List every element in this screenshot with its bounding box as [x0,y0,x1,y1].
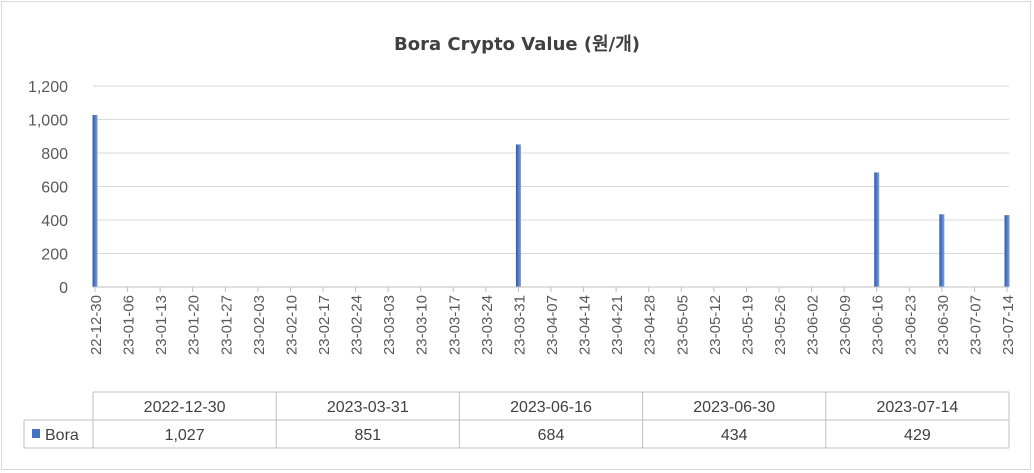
x-tick-label: 23-02-10 [283,295,300,355]
table-header-cell: 2023-07-14 [876,399,958,416]
x-tick-label: 23-01-27 [218,295,235,355]
x-tick-label: 23-03-24 [479,295,496,355]
x-tick-label: 23-02-17 [316,295,333,355]
gridlines [93,85,1009,254]
legend-label: Bora [45,427,79,444]
x-tick-label: 23-04-14 [577,295,594,355]
x-tick-label: 23-01-13 [153,295,170,355]
y-tick-label: 200 [41,247,68,264]
x-tick-label: 23-05-19 [739,295,756,355]
table-value-cell: 1,027 [165,427,205,444]
x-tick-label: 23-05-05 [674,295,691,355]
y-tick-label: 600 [41,180,68,197]
x-tick-label: 23-03-31 [511,295,528,355]
x-tick-label: 23-06-30 [935,295,952,355]
y-tick-label: 800 [41,146,68,163]
x-axis: 22-12-30 23-01-06 23-01-13 23-01-20 23-01-27… [88,286,1017,355]
x-tick-label: 23-06-09 [837,295,854,355]
x-tick-label: 23-02-24 [349,295,366,355]
x-tick-label: 23-03-17 [446,295,463,355]
table-value-cell: 851 [354,427,381,444]
x-tick-label: 23-07-07 [967,295,984,355]
x-tick-label: 23-02-03 [251,295,268,355]
chart-title: Bora Crypto Value (원/개) [394,34,640,55]
x-tick-label: 23-04-28 [642,295,659,355]
table-header-cell: 2022-12-30 [144,399,226,416]
table-header-cell: 2023-03-31 [327,399,409,416]
table-value-cell: 429 [904,427,931,444]
x-tick-label: 23-06-02 [805,295,822,355]
table-header-cell: 2023-06-16 [510,399,592,416]
x-tick-label: 23-04-07 [544,295,561,355]
x-tick-label: 23-01-06 [121,295,138,355]
bar [515,144,521,287]
y-tick-label: 0 [59,280,68,297]
bar [1004,215,1010,287]
bars [92,114,1010,287]
x-tick-label: 22-12-30 [88,295,105,355]
x-tick-label: 23-06-23 [902,295,919,355]
x-tick-label: 23-01-20 [186,295,203,355]
x-tick-label: 23-04-21 [609,295,626,355]
y-tick-label: 400 [41,213,68,230]
table-value-cell: 434 [721,427,748,444]
x-tick-label: 23-03-03 [381,295,398,355]
x-tick-label: 23-05-26 [772,295,789,355]
bar [874,172,880,287]
y-tick-label: 1,000 [28,113,68,130]
y-tick-label: 1,200 [28,79,68,96]
table-header-cell: 2023-06-30 [693,399,775,416]
x-tick-label: 23-06-16 [870,295,887,355]
table-value-cell: 684 [538,427,565,444]
x-tick-label: 23-03-10 [414,295,431,355]
y-axis: 0 200 400 600 800 1,000 1,200 [28,79,68,297]
bar [939,214,945,287]
bar [92,114,98,287]
legend-swatch [32,429,40,438]
data-table: 2022-12-30 1,027 2023-03-31 851 2023-06-16 68… [23,391,1010,449]
x-tick-label: 23-05-12 [707,295,724,355]
x-tick-label: 23-07-14 [1000,295,1017,355]
